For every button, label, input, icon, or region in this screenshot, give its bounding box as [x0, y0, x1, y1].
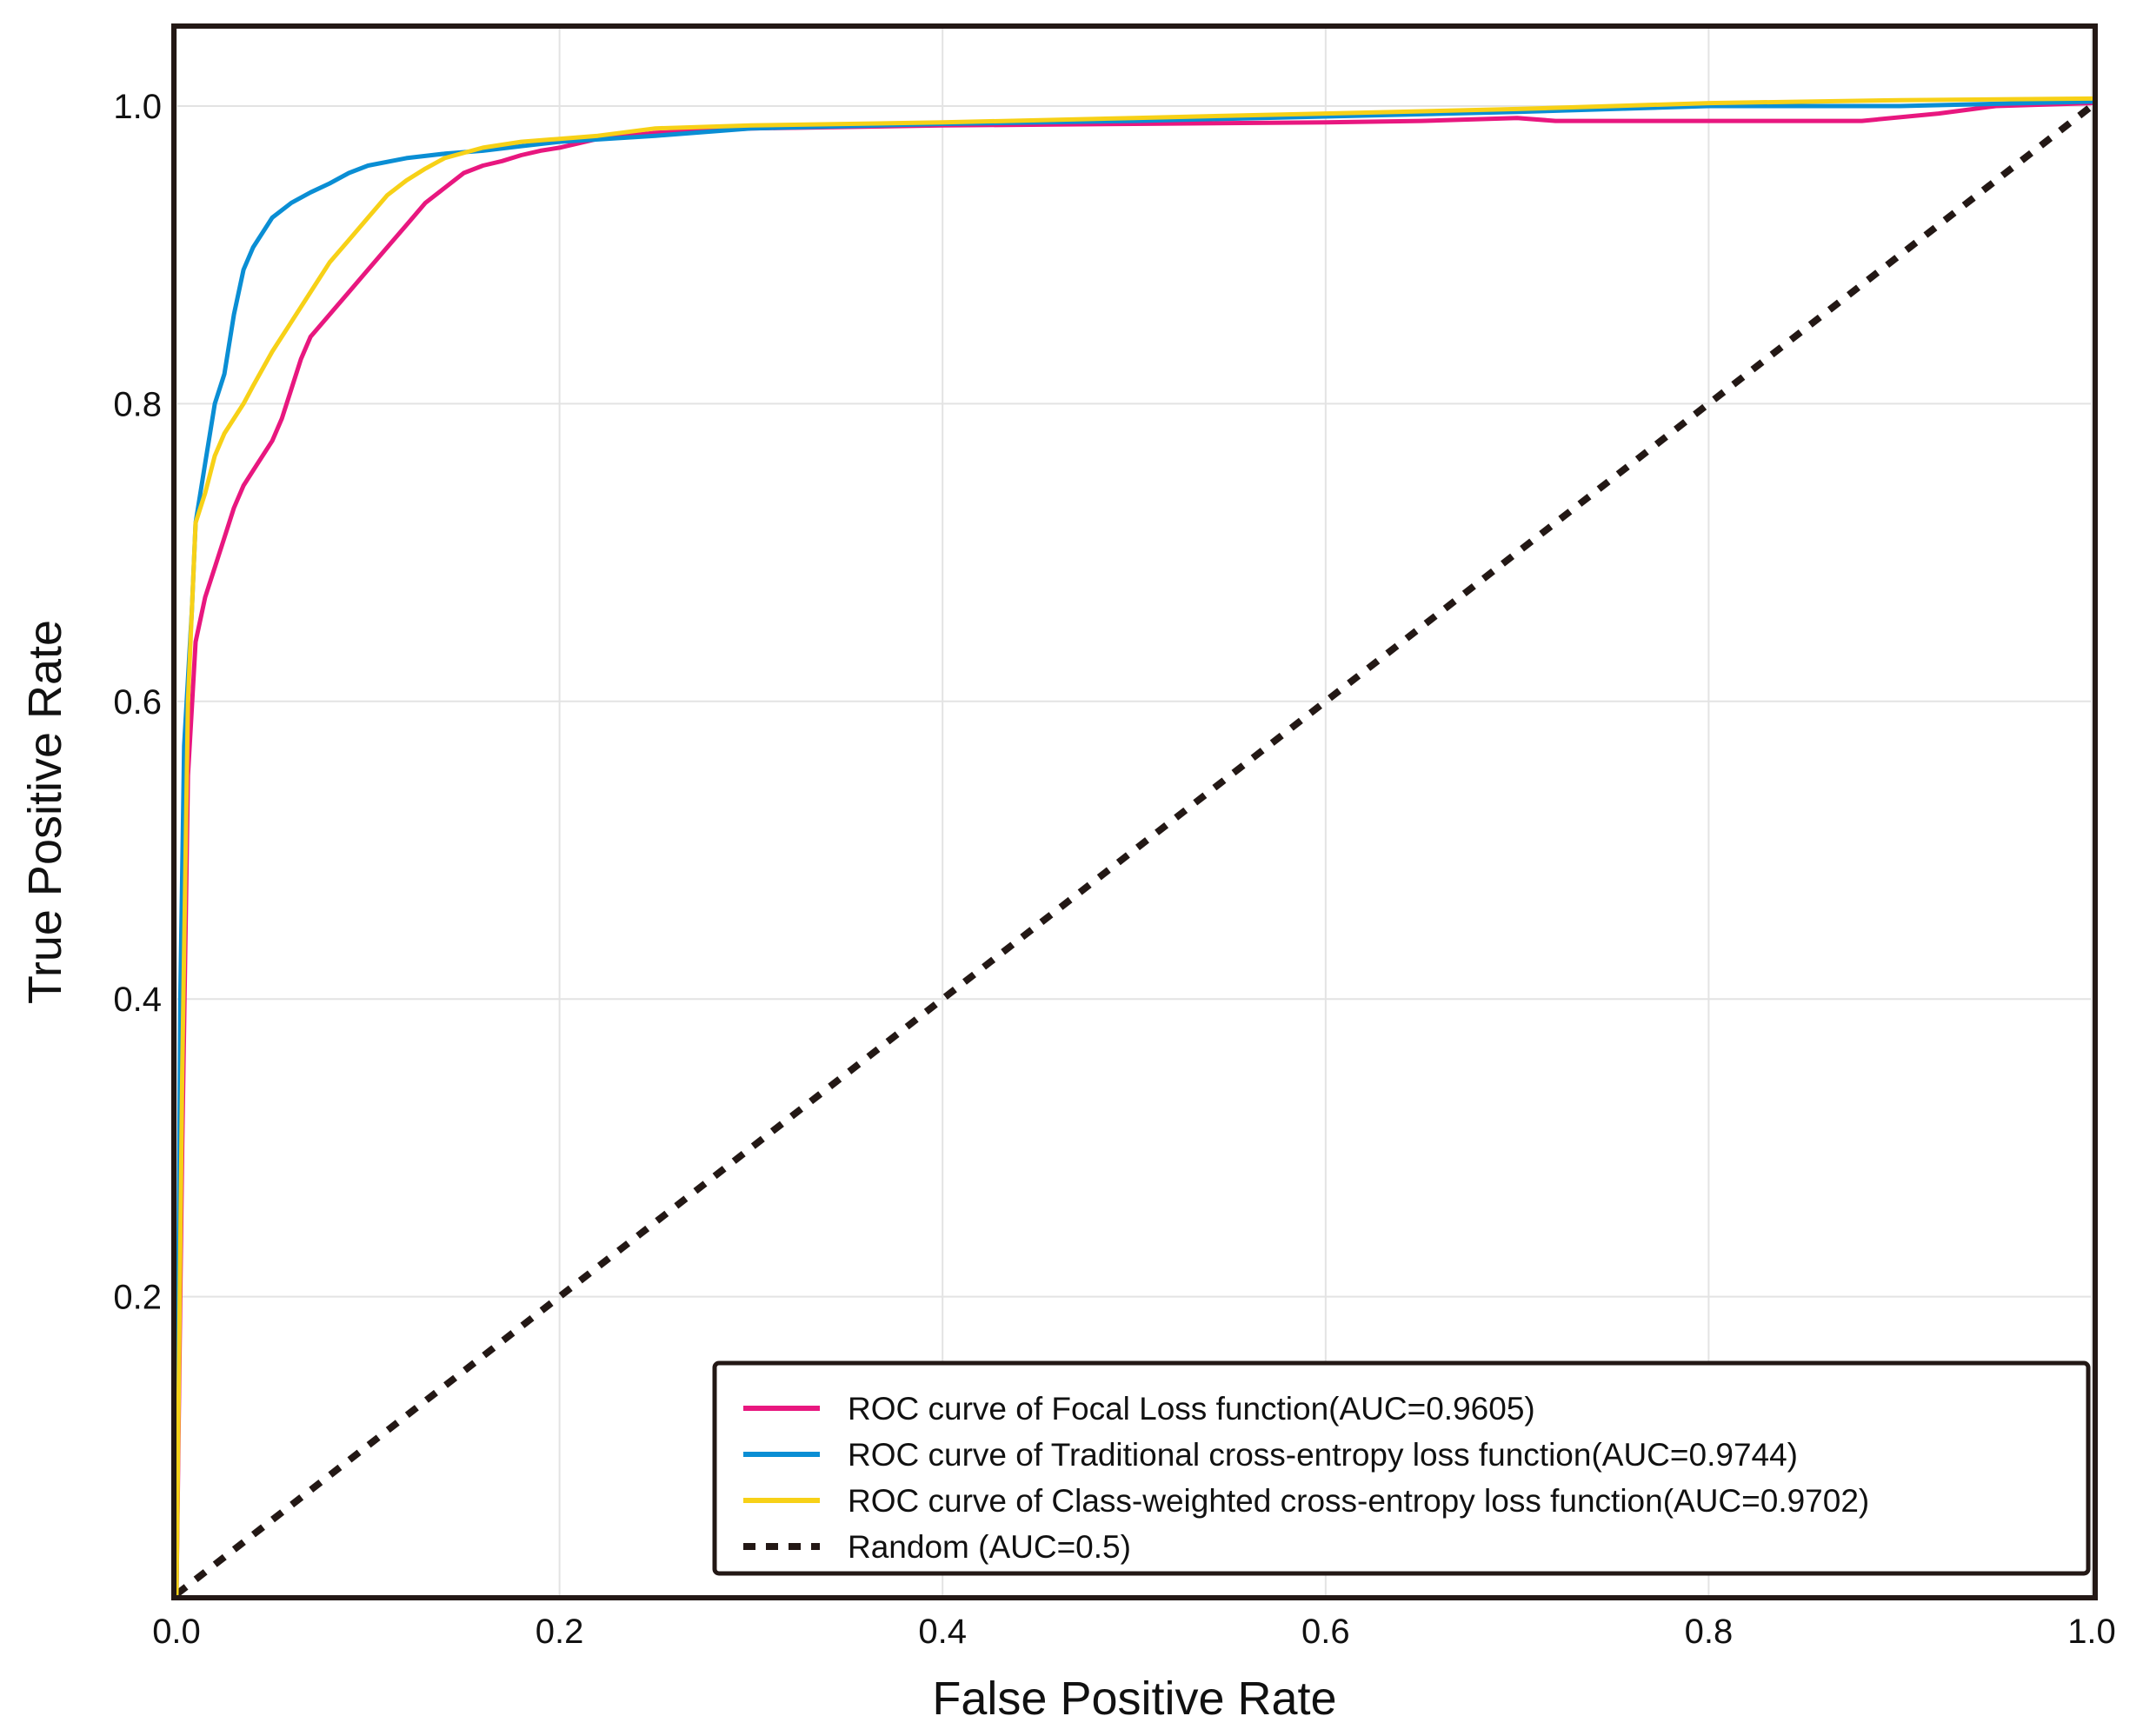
y-tick-label: 0.2: [113, 1279, 162, 1317]
x-tick-label: 0.6: [1301, 1613, 1350, 1651]
legend-label: Random (AUC=0.5): [848, 1529, 1131, 1565]
legend: ROC curve of Focal Loss function(AUC=0.9…: [712, 1360, 2091, 1576]
plot-frame: [171, 23, 2098, 1600]
axis-ticks: 0.0 0.2 0.4 0.6 0.8 1.0 0.2 0.4 0.6 0.8 1.0: [113, 88, 2115, 1651]
y-tick-label: 1.0: [113, 88, 162, 126]
legend-items: ROC curve of Focal Loss function(AUC=0.9…: [743, 1391, 1869, 1565]
y-tick-label: 0.8: [113, 385, 162, 423]
legend-label: ROC curve of Focal Loss function(AUC=0.9…: [848, 1391, 1535, 1427]
legend-label: ROC curve of Traditional cross-entropy l…: [848, 1437, 1798, 1473]
y-tick-label: 0.4: [113, 981, 162, 1019]
x-axis-label: False Positive Rate: [932, 1673, 1336, 1725]
y-axis-label: True Positive Rate: [19, 620, 71, 1004]
series-line-1: [174, 99, 2094, 1597]
legend-box: [712, 1360, 2091, 1576]
x-tick-label: 0.8: [1685, 1613, 1734, 1651]
x-tick-label: 0.0: [152, 1613, 201, 1651]
x-tick-label: 0.4: [918, 1613, 967, 1651]
x-tick-label: 1.0: [2067, 1613, 2116, 1651]
series-line-2: [174, 96, 2094, 1597]
legend-label: ROC curve of Class-weighted cross-entrop…: [848, 1483, 1869, 1519]
y-tick-label: 0.6: [113, 683, 162, 722]
x-tick-label: 0.2: [536, 1613, 584, 1651]
plot-series: [174, 96, 2094, 1598]
series-line-0: [174, 101, 2094, 1597]
series-line-3: [174, 103, 2094, 1598]
